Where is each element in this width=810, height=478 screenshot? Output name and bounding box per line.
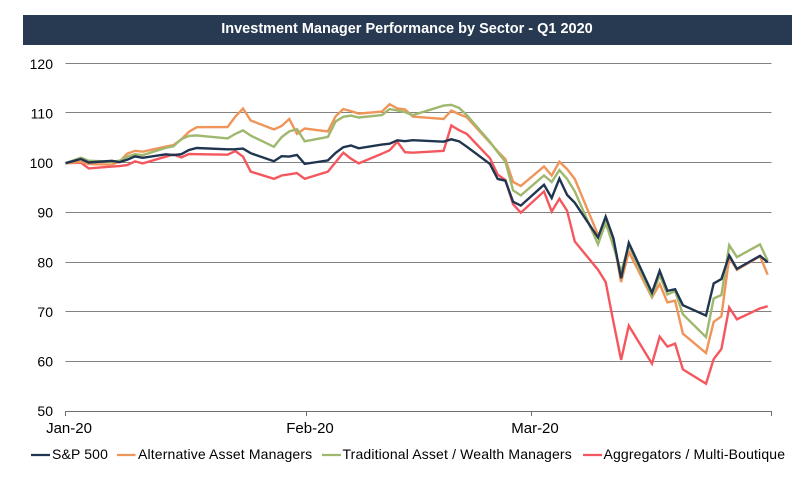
svg-text:60: 60	[37, 353, 53, 369]
svg-text:110: 110	[31, 106, 54, 122]
svg-text:Feb-20: Feb-20	[286, 420, 334, 437]
svg-text:Mar-20: Mar-20	[511, 420, 559, 437]
svg-text:50: 50	[37, 403, 53, 419]
svg-text:Aggregators / Multi-Boutique: Aggregators / Multi-Boutique	[604, 446, 786, 462]
svg-text:Investment Manager Performance: Investment Manager Performance by Sector…	[221, 21, 593, 37]
svg-text:90: 90	[37, 205, 53, 221]
svg-text:Alternative Asset Managers: Alternative Asset Managers	[138, 446, 312, 462]
svg-text:Traditional Asset / Wealth Man: Traditional Asset / Wealth Managers	[343, 446, 572, 462]
svg-text:70: 70	[37, 304, 53, 320]
svg-text:100: 100	[30, 155, 54, 171]
svg-text:80: 80	[37, 254, 53, 270]
svg-text:S&P 500: S&P 500	[52, 446, 108, 462]
svg-text:Jan-20: Jan-20	[46, 420, 92, 437]
svg-text:120: 120	[30, 56, 54, 72]
